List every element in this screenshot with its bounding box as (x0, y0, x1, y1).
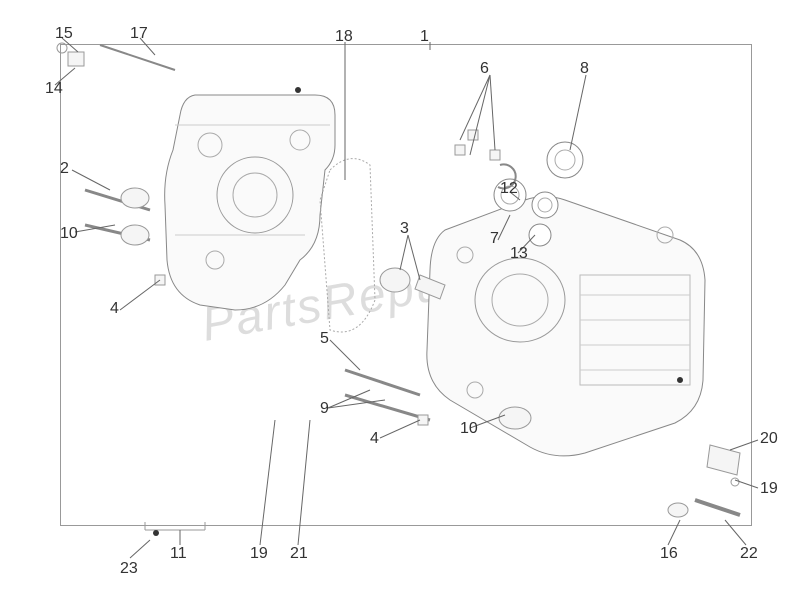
callout-4: 4 (110, 300, 119, 318)
reference-dot (677, 377, 683, 383)
callout-12: 12 (500, 180, 518, 198)
callout-9: 9 (320, 400, 329, 418)
callout-13: 13 (510, 245, 528, 263)
small-parts (0, 0, 800, 600)
callout-21: 21 (290, 545, 308, 563)
callout-10: 10 (460, 420, 478, 438)
callout-7: 7 (490, 230, 499, 248)
callout-5: 5 (320, 330, 329, 348)
callout-2: 2 (60, 160, 69, 178)
callout-19: 19 (760, 480, 778, 498)
callout-23: 23 (120, 560, 138, 578)
callout-3: 3 (400, 220, 409, 238)
callout-14: 14 (45, 80, 63, 98)
diagram-container: PartsRepublik (0, 0, 800, 600)
callout-18: 18 (335, 28, 353, 46)
callout-8: 8 (580, 60, 589, 78)
callout-16: 16 (660, 545, 678, 563)
callout-11: 11 (170, 545, 187, 563)
callout-6: 6 (480, 60, 489, 78)
reference-dot (153, 530, 159, 536)
callout-1: 1 (420, 28, 429, 46)
callout-19: 19 (250, 545, 268, 563)
callout-20: 20 (760, 430, 778, 448)
callout-17: 17 (130, 25, 148, 43)
callout-10: 10 (60, 225, 78, 243)
reference-dot (295, 87, 301, 93)
callout-15: 15 (55, 25, 73, 43)
callout-22: 22 (740, 545, 758, 563)
callout-4: 4 (370, 430, 379, 448)
